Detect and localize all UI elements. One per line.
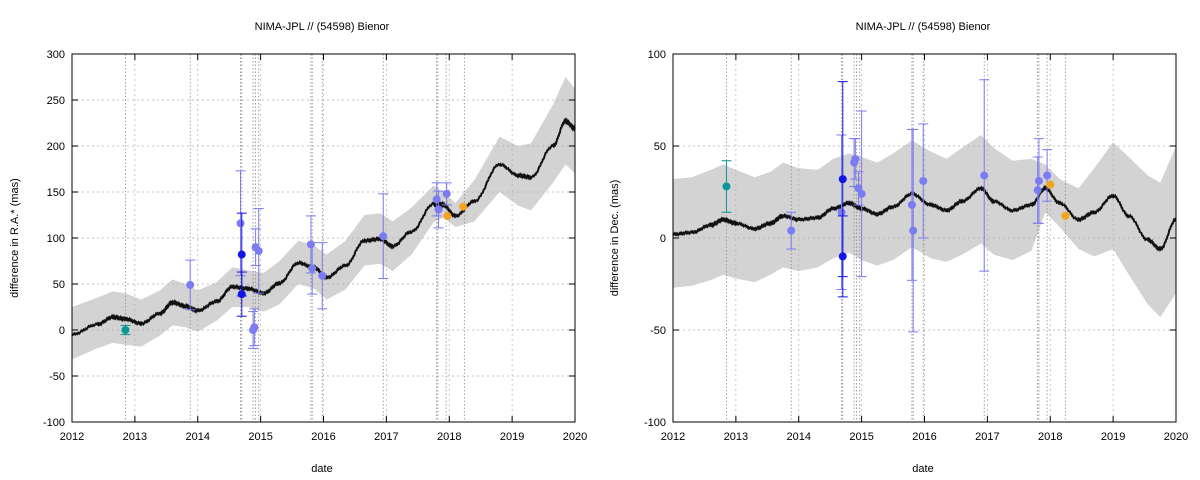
x-tick-label: 2013: [724, 431, 748, 443]
x-tick-label: 2020: [1164, 431, 1188, 443]
y-tick-label: -100: [644, 417, 666, 429]
chart-title: NIMA-JPL // (54598) Bienor: [255, 21, 390, 33]
data-point: [1034, 176, 1043, 185]
x-tick-label: 2016: [912, 431, 936, 443]
chart-title: NIMA-JPL // (54598) Bienor: [856, 21, 991, 33]
x-tick-label: 2020: [563, 431, 587, 443]
data-point: [236, 219, 245, 228]
y-tick-label: 0: [660, 233, 666, 245]
data-point: [442, 189, 451, 198]
data-point: [1033, 186, 1042, 195]
x-tick-label: 2014: [787, 431, 811, 443]
data-point: [237, 290, 246, 299]
data-point: [837, 208, 846, 217]
y-tick-label: 200: [47, 141, 65, 153]
y-axis-label: difference in Dec. (mas): [609, 180, 621, 297]
data-point: [379, 232, 388, 241]
data-point: [121, 326, 130, 334]
x-tick-label: 2015: [849, 431, 873, 443]
y-tick-label: 100: [648, 49, 666, 61]
x-tick-label: 2018: [1038, 431, 1062, 443]
data-point: [250, 323, 259, 332]
y-tick-label: 100: [47, 233, 65, 245]
y-axis-label: difference in R.A.* (mas): [9, 178, 21, 298]
data-point: [254, 246, 263, 255]
x-axis-label: date: [912, 463, 933, 475]
y-tick-label: 150: [47, 187, 65, 199]
x-tick-label: 2019: [500, 431, 524, 443]
data-point: [237, 250, 246, 259]
x-tick-label: 2016: [311, 431, 335, 443]
y-tick-label: -50: [49, 371, 65, 383]
data-point: [838, 252, 847, 261]
data-point: [443, 211, 452, 220]
y-tick-label: 300: [47, 49, 65, 61]
data-point: [308, 264, 317, 273]
data-point: [459, 202, 468, 211]
data-point: [1043, 171, 1052, 180]
model-curve: [672, 184, 1177, 252]
x-tick-label: 2012: [60, 431, 84, 443]
plot-frame-group: -100 -50 0 50 100 2012 2013 2014 2015 2016 2017 201…: [644, 49, 1188, 443]
x-tick-label: 2018: [437, 431, 461, 443]
data-point: [432, 195, 441, 204]
data-point: [857, 189, 866, 198]
data-point: [1046, 180, 1055, 189]
data-point: [907, 200, 916, 209]
y-tick-label: 250: [47, 95, 65, 107]
x-tick-label: 2017: [975, 431, 999, 443]
chart-ra: -100 -50 0 50 100 150 200 250 300 2012 2013 2014 201…: [9, 21, 587, 475]
plot-frame-group: -100 -50 0 50 100 150 200 250 300 2012 2013 2014 201…: [43, 49, 587, 443]
data-point: [980, 171, 989, 180]
x-tick-label: 2014: [186, 431, 210, 443]
data-point: [318, 271, 327, 280]
y-tick-label: 0: [59, 325, 65, 337]
data-point: [1061, 211, 1070, 220]
y-tick-label: 50: [654, 141, 666, 153]
y-tick-label: -100: [43, 417, 65, 429]
data-point: [434, 205, 443, 214]
x-axis-label: date: [311, 463, 332, 475]
data-point: [306, 240, 315, 249]
data-point: [919, 176, 928, 185]
y-tick-label: 50: [53, 279, 65, 291]
data-point: [851, 154, 860, 163]
x-tick-label: 2019: [1101, 431, 1125, 443]
data-point: [909, 226, 918, 235]
x-tick-label: 2017: [374, 431, 398, 443]
x-tick-label: 2013: [123, 431, 147, 443]
data-point: [787, 226, 796, 235]
data-point: [186, 280, 195, 289]
chart-dec: -100 -50 0 50 100 2012 2013 2014 2015 2016 2017 201…: [609, 21, 1188, 475]
data-point: [722, 182, 731, 191]
x-tick-label: 2012: [661, 431, 685, 443]
y-tick-label: -50: [650, 325, 666, 337]
data-point: [838, 175, 847, 184]
x-tick-label: 2015: [248, 431, 272, 443]
